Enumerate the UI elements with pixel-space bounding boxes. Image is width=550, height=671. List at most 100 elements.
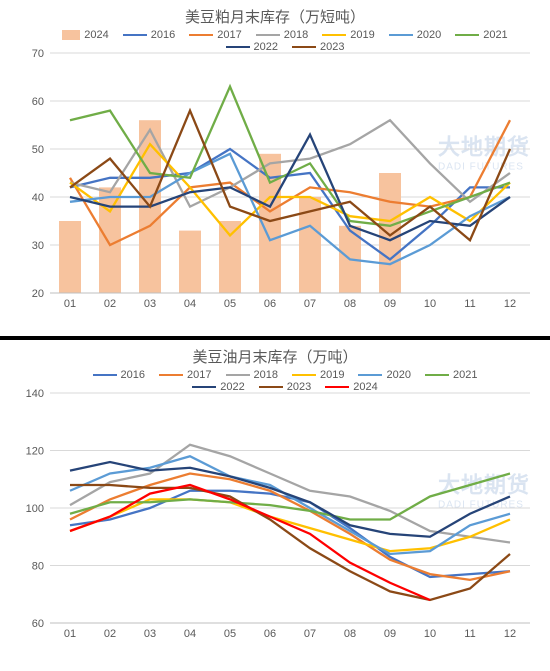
legend-label: 2019 — [350, 29, 374, 41]
svg-text:04: 04 — [184, 628, 196, 640]
svg-text:70: 70 — [32, 48, 44, 60]
top-chart-panel: 美豆粕月末库存（万短吨） 202420162017201820192020202… — [0, 0, 550, 336]
svg-text:01: 01 — [64, 628, 76, 640]
legend-label: 2020 — [386, 369, 410, 381]
legend-label: 2016 — [151, 29, 175, 41]
legend-swatch-line — [192, 386, 216, 389]
bottom-chart-legend: 2016 2017 2018 2019 2020 2021 2022 2023 2024 — [0, 367, 550, 393]
legend-swatch-line — [292, 374, 316, 377]
svg-text:05: 05 — [224, 628, 236, 640]
svg-text:06: 06 — [264, 298, 276, 310]
legend-swatch-line — [189, 34, 213, 37]
legend-label: 2017 — [187, 369, 211, 381]
top-chart-svg: 203040506070010203040506070809101112 — [50, 53, 530, 313]
svg-text:120: 120 — [26, 446, 44, 458]
legend-label: 2022 — [220, 381, 244, 393]
legend-item-2017: 2017 — [159, 369, 211, 381]
legend-item-2018: 2018 — [226, 369, 278, 381]
legend-item-2021: 2021 — [425, 369, 477, 381]
legend-swatch-bar — [62, 30, 80, 40]
legend-item-2022: 2022 — [226, 41, 278, 53]
legend-item-2018: 2018 — [256, 29, 308, 41]
svg-text:03: 03 — [144, 628, 156, 640]
legend-item-2016: 2016 — [123, 29, 175, 41]
line-2018 — [70, 120, 510, 206]
svg-text:20: 20 — [32, 288, 44, 300]
svg-text:07: 07 — [304, 298, 316, 310]
legend-label: 2016 — [121, 369, 145, 381]
legend-label: 2024 — [84, 29, 108, 41]
legend-swatch-line — [389, 34, 413, 37]
svg-text:09: 09 — [384, 298, 396, 310]
legend-label: 2023 — [287, 381, 311, 393]
legend-label: 2019 — [320, 369, 344, 381]
legend-label: 2024 — [353, 381, 377, 393]
legend-swatch-line — [256, 34, 280, 37]
svg-text:04: 04 — [184, 298, 196, 310]
legend-label: 2021 — [453, 369, 477, 381]
top-chart-title: 美豆粕月末库存（万短吨） — [0, 0, 550, 27]
svg-text:01: 01 — [64, 298, 76, 310]
legend-item-2019: 2019 — [322, 29, 374, 41]
legend-swatch-line — [226, 374, 250, 377]
svg-text:10: 10 — [424, 298, 436, 310]
svg-text:05: 05 — [224, 298, 236, 310]
legend-item-2022: 2022 — [192, 381, 244, 393]
legend-item-2021: 2021 — [455, 29, 507, 41]
svg-text:50: 50 — [32, 144, 44, 156]
legend-swatch-line — [455, 34, 479, 37]
svg-text:30: 30 — [32, 240, 44, 252]
bar-2024 — [379, 173, 401, 293]
svg-text:08: 08 — [344, 298, 356, 310]
svg-text:60: 60 — [32, 96, 44, 108]
legend-swatch-line — [325, 386, 349, 389]
bottom-chart-svg: 6080100120140010203040506070809101112 — [50, 393, 530, 643]
legend-item-2020: 2020 — [389, 29, 441, 41]
legend-item-2024: 2024 — [325, 381, 377, 393]
svg-text:07: 07 — [304, 628, 316, 640]
legend-item-2017: 2017 — [189, 29, 241, 41]
bar-2024 — [179, 231, 201, 293]
legend-item-2023: 2023 — [259, 381, 311, 393]
legend-label: 2021 — [483, 29, 507, 41]
svg-text:100: 100 — [26, 503, 44, 515]
bottom-chart-panel: 美豆油月末库存（万吨） 2016201720182019202020212022… — [0, 340, 550, 671]
legend-swatch-line — [358, 374, 382, 377]
bar-2024 — [59, 221, 81, 293]
legend-item-2020: 2020 — [358, 369, 410, 381]
legend-swatch-line — [93, 374, 117, 377]
legend-label: 2018 — [284, 29, 308, 41]
svg-text:02: 02 — [104, 628, 116, 640]
bar-2024 — [219, 221, 241, 293]
svg-text:12: 12 — [504, 298, 516, 310]
legend-swatch-line — [226, 46, 250, 49]
legend-swatch-line — [425, 374, 449, 377]
legend-item-2023: 2023 — [292, 41, 344, 53]
line-2017 — [70, 474, 510, 580]
bottom-plot-area: 6080100120140010203040506070809101112 — [50, 393, 538, 648]
top-chart-legend: 2024 2016 2017 2018 2019 2020 2021 2022 2023 — [0, 27, 550, 53]
legend-swatch-line — [322, 34, 346, 37]
legend-item-2024: 2024 — [62, 29, 108, 41]
svg-text:06: 06 — [264, 628, 276, 640]
legend-item-2016: 2016 — [93, 369, 145, 381]
svg-text:40: 40 — [32, 192, 44, 204]
line-2017 — [70, 120, 510, 245]
svg-text:80: 80 — [32, 561, 44, 573]
legend-swatch-line — [159, 374, 183, 377]
legend-swatch-line — [123, 34, 147, 37]
legend-item-2019: 2019 — [292, 369, 344, 381]
svg-text:60: 60 — [32, 618, 44, 630]
legend-label: 2017 — [217, 29, 241, 41]
legend-label: 2023 — [320, 41, 344, 53]
svg-text:11: 11 — [464, 298, 475, 310]
svg-text:08: 08 — [344, 628, 356, 640]
svg-text:09: 09 — [384, 628, 396, 640]
top-plot-area: 203040506070010203040506070809101112 — [50, 53, 538, 318]
svg-text:02: 02 — [104, 298, 116, 310]
legend-label: 2022 — [254, 41, 278, 53]
legend-label: 2018 — [254, 369, 278, 381]
svg-text:140: 140 — [26, 388, 44, 400]
svg-text:11: 11 — [464, 628, 475, 640]
chart-container: 美豆粕月末库存（万短吨） 202420162017201820192020202… — [0, 0, 550, 671]
